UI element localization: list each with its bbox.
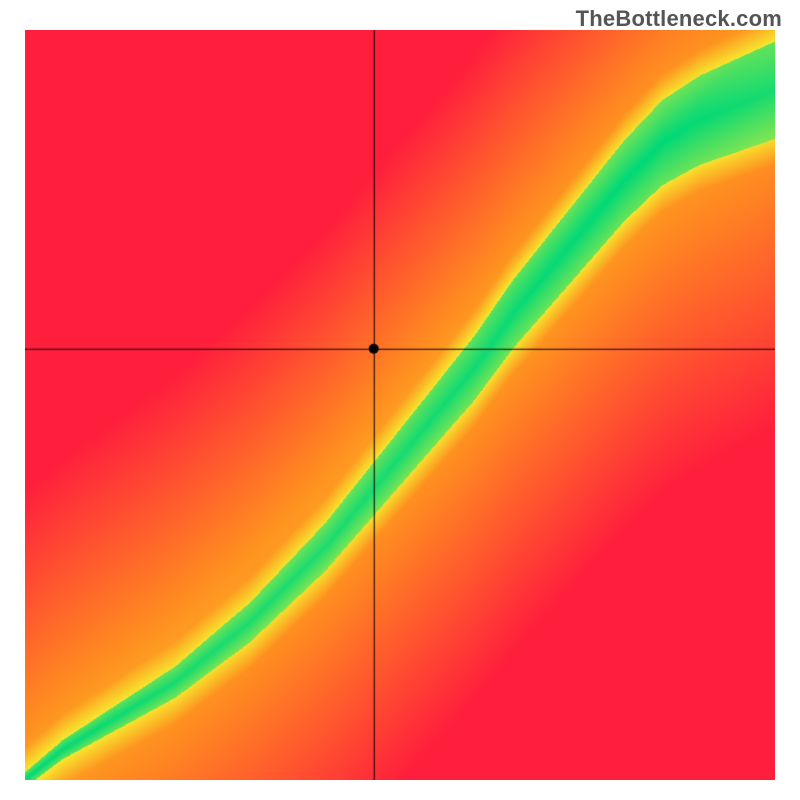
watermark-text: TheBottleneck.com: [576, 6, 782, 32]
crosshair-overlay: [25, 30, 775, 780]
